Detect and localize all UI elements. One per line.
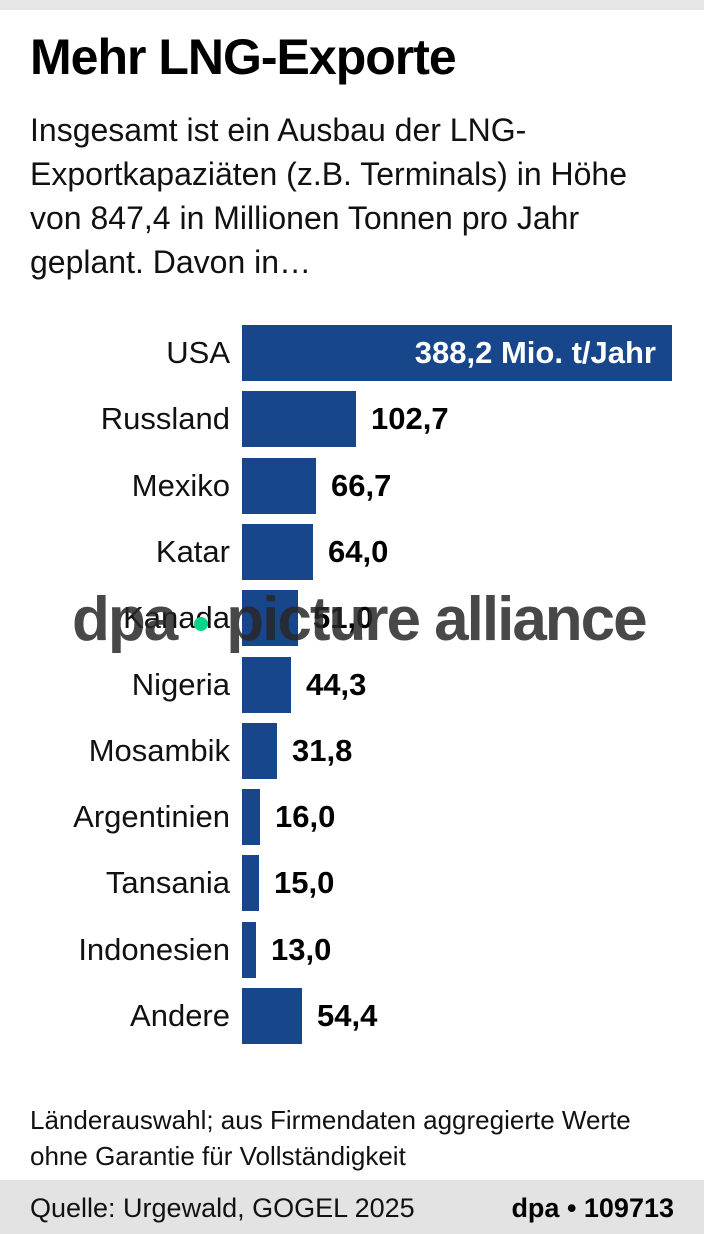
watermark-dot-icon	[194, 616, 209, 631]
footer: Quelle: Urgewald, GOGEL 2025 dpa • 10971…	[0, 1180, 704, 1234]
category-label-mexiko: Mexiko	[131, 467, 230, 503]
bar-andere	[242, 988, 302, 1044]
category-label-tansania: Tansania	[105, 865, 230, 901]
bar-argentinien	[242, 789, 260, 846]
category-label-mosambik: Mosambik	[88, 732, 230, 768]
value-label-argentinien: 16,0	[275, 799, 336, 835]
bar-russland	[242, 391, 356, 448]
value-label-mexiko: 66,7	[331, 467, 392, 503]
bar-katar	[242, 523, 313, 580]
bar-nigeria	[242, 656, 291, 713]
watermark: dpa picture alliance	[72, 585, 648, 655]
credit-text: dpa • 109713	[511, 1193, 674, 1223]
bar-mosambik	[242, 722, 277, 779]
value-label-usa: 388,2 Mio. t/Jahr	[414, 335, 656, 370]
category-label-nigeria: Nigeria	[131, 666, 230, 702]
category-label-katar: Katar	[155, 533, 230, 569]
value-label-mosambik: 31,8	[292, 732, 353, 768]
value-label-tansania: 15,0	[274, 865, 335, 901]
chart-subtitle: Insgesamt ist ein Ausbau der LNG-Exportk…	[30, 112, 628, 280]
value-label-andere: 54,4	[317, 998, 378, 1033]
category-label-russland: Russland	[100, 401, 230, 437]
watermark-left: dpa	[72, 585, 178, 654]
bar-usa	[242, 325, 672, 381]
category-label-andere: Andere	[130, 998, 230, 1033]
source-text: Quelle: Urgewald, GOGEL 2025	[30, 1193, 415, 1223]
value-label-nigeria: 44,3	[306, 666, 367, 702]
bar-kanada	[242, 590, 298, 647]
footnote: Länderauswahl; aus Firmendaten aggregier…	[30, 1105, 631, 1171]
category-label-indonesien: Indonesien	[78, 931, 230, 967]
value-label-indonesien: 13,0	[271, 931, 332, 967]
category-label-kanada: Kanada	[123, 600, 230, 636]
chart-title: Mehr LNG-Exporte	[30, 29, 457, 85]
top-strip	[0, 0, 704, 10]
value-label-kanada: 51,0	[313, 600, 374, 636]
bar-tansania	[242, 855, 259, 912]
value-label-russland: 102,7	[371, 401, 449, 437]
value-label-katar: 64,0	[328, 533, 389, 569]
category-label-usa: USA	[166, 335, 230, 370]
bar-mexiko	[242, 457, 316, 514]
watermark-right: picture alliance	[226, 585, 647, 654]
bar-indonesien	[242, 921, 256, 978]
category-label-argentinien: Argentinien	[73, 799, 230, 835]
